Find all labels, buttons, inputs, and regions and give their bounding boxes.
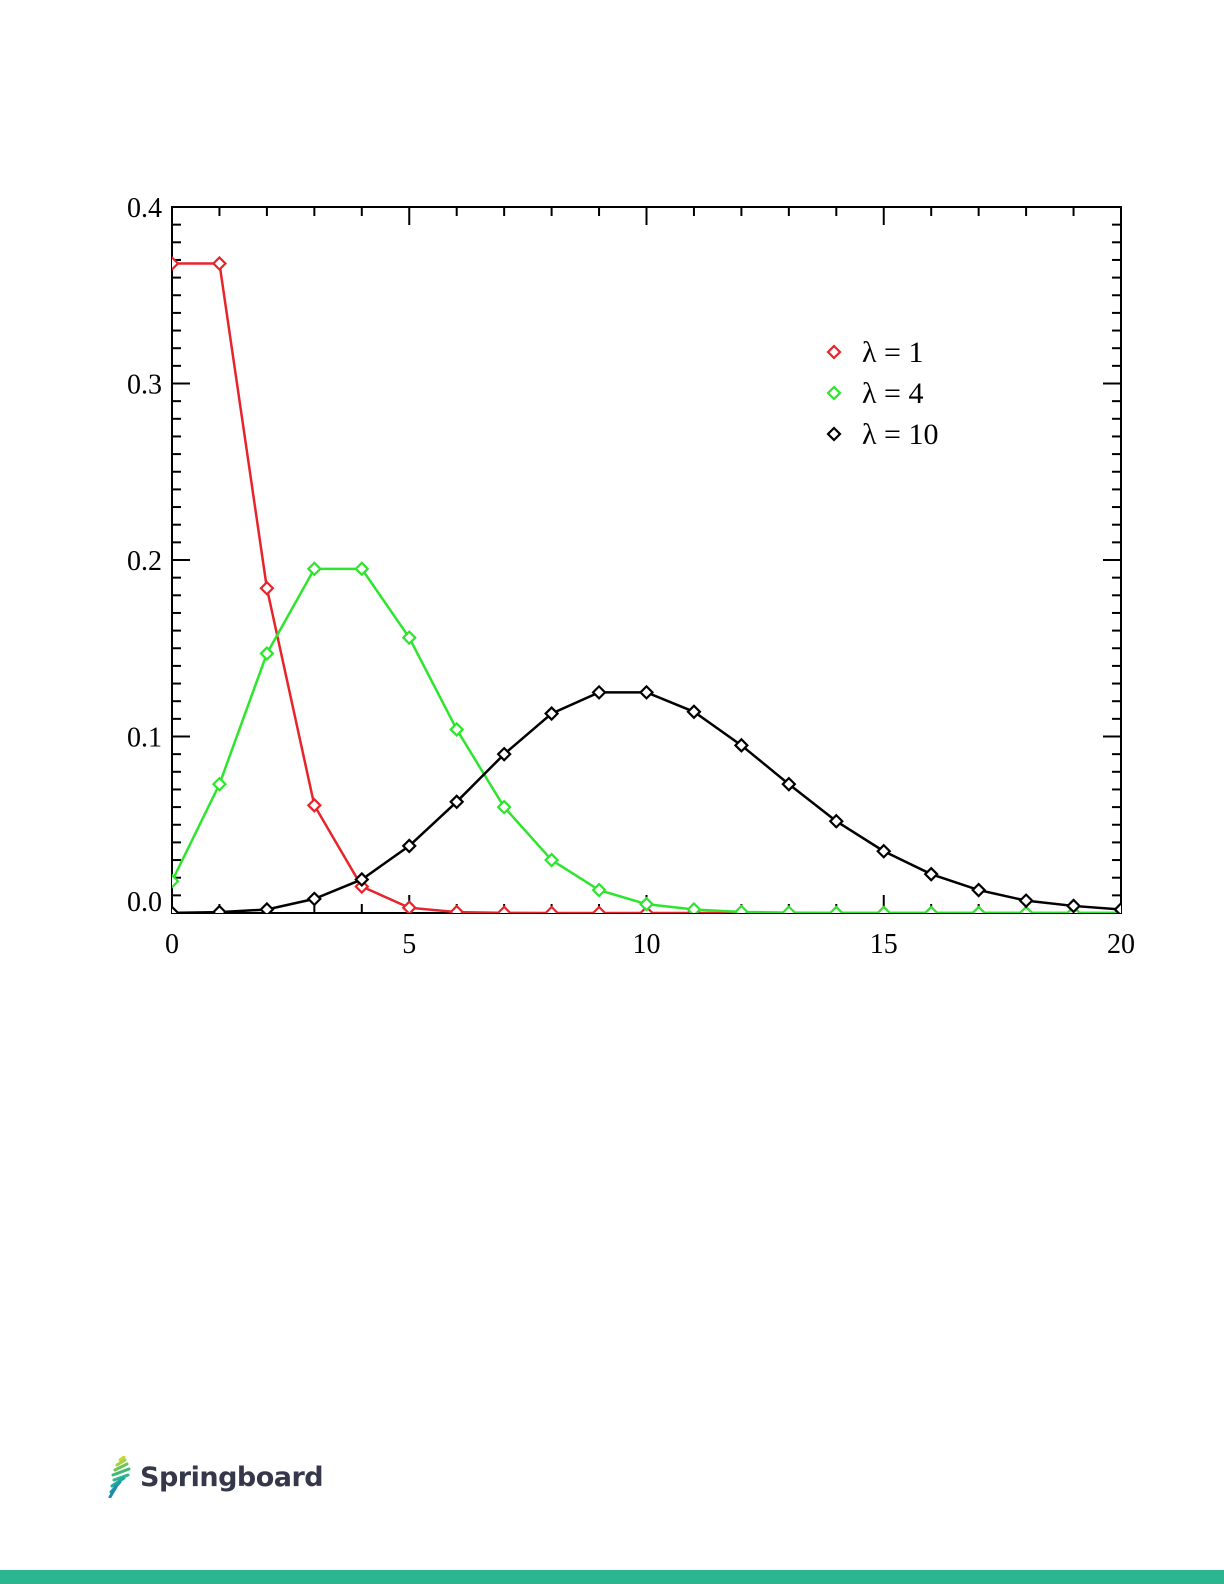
data-point bbox=[923, 905, 939, 913]
legend-label: λ = 10 bbox=[862, 418, 938, 451]
data-point bbox=[971, 882, 987, 898]
data-point bbox=[496, 746, 512, 762]
data-point bbox=[638, 896, 655, 912]
data-point bbox=[172, 873, 180, 889]
series-10 bbox=[172, 684, 1121, 913]
data-point bbox=[638, 684, 655, 700]
y-tick-label: 0.1 bbox=[127, 723, 162, 754]
data-point bbox=[876, 843, 892, 859]
data-point bbox=[828, 905, 844, 913]
data-point bbox=[172, 905, 180, 913]
legend: λ = 1 λ = 4 λ = 10 bbox=[826, 336, 938, 451]
data-point bbox=[781, 905, 797, 913]
legend-marker bbox=[826, 426, 842, 442]
series-1 bbox=[172, 255, 1121, 913]
legend-label: λ = 4 bbox=[862, 377, 923, 410]
data-point bbox=[211, 904, 228, 913]
data-point bbox=[971, 905, 987, 913]
legend-marker bbox=[826, 385, 842, 401]
data-point bbox=[828, 813, 844, 829]
data-point bbox=[1018, 893, 1034, 909]
data-point bbox=[733, 904, 749, 913]
data-point bbox=[449, 904, 465, 913]
data-point bbox=[781, 776, 797, 792]
data-point bbox=[544, 705, 560, 722]
y-tick-label: 0.3 bbox=[127, 370, 162, 401]
data-point bbox=[686, 901, 702, 913]
y-tick-label: 0.0 bbox=[127, 887, 162, 918]
data-point bbox=[923, 866, 939, 882]
bottom-accent-bar bbox=[0, 1570, 1224, 1584]
data-point bbox=[306, 891, 322, 907]
springboard-logo: Springboard bbox=[108, 1456, 324, 1498]
data-point bbox=[496, 799, 512, 815]
data-point bbox=[306, 561, 322, 577]
x-tick-label: 15 bbox=[870, 929, 898, 960]
data-point bbox=[259, 901, 275, 913]
data-point bbox=[449, 721, 465, 737]
x-tick-label: 5 bbox=[402, 929, 416, 960]
legend-label: λ = 1 bbox=[862, 336, 923, 369]
data-point bbox=[733, 737, 749, 753]
legend-marker bbox=[826, 344, 842, 360]
data-point bbox=[1065, 898, 1082, 913]
data-point bbox=[259, 580, 275, 596]
data-point bbox=[591, 684, 607, 700]
data-point bbox=[1018, 905, 1034, 913]
series-line bbox=[172, 262, 1121, 913]
data-point bbox=[686, 704, 702, 720]
x-tick-label: 10 bbox=[633, 929, 661, 960]
y-tick-label: 0.2 bbox=[127, 546, 162, 577]
data-point bbox=[1113, 901, 1121, 913]
data-point bbox=[259, 645, 275, 662]
data-point bbox=[544, 905, 560, 913]
data-point bbox=[401, 838, 417, 854]
data-point bbox=[211, 255, 228, 272]
x-tick-label: 20 bbox=[1107, 929, 1135, 960]
data-point bbox=[401, 900, 417, 913]
springboard-leaf-icon bbox=[108, 1456, 131, 1498]
brand-name: Springboard bbox=[140, 1461, 324, 1493]
y-tick-label: 0.4 bbox=[127, 193, 162, 224]
data-point bbox=[354, 871, 370, 888]
series-4 bbox=[172, 561, 1121, 913]
data-point bbox=[449, 794, 465, 810]
data-point bbox=[401, 630, 417, 646]
data-point bbox=[306, 797, 322, 813]
x-tick-label: 0 bbox=[165, 929, 179, 960]
series-line bbox=[172, 567, 1121, 913]
data-point bbox=[544, 852, 560, 868]
data-point bbox=[591, 882, 607, 898]
data-point bbox=[876, 905, 892, 913]
data-point bbox=[172, 255, 180, 272]
data-point bbox=[496, 905, 512, 913]
data-point bbox=[591, 905, 607, 913]
data-point bbox=[354, 561, 370, 577]
data-point bbox=[211, 776, 228, 792]
